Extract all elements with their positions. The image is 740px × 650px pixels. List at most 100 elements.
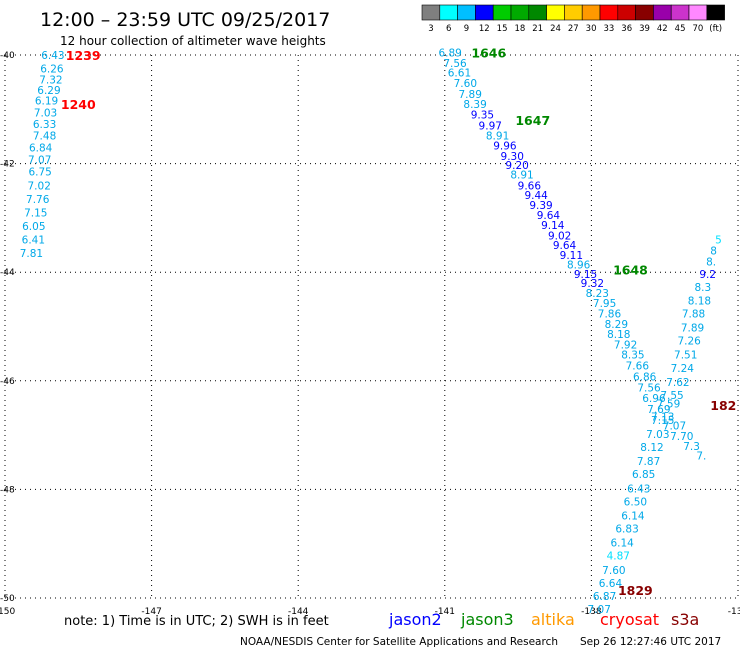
x-tick-label: -135	[728, 607, 740, 617]
wave-height-value: 6.75	[28, 167, 51, 179]
wave-height-value: 9.66	[518, 180, 542, 192]
wave-height-value: 9.96	[493, 141, 517, 153]
colorbar-swatch	[599, 4, 619, 21]
wave-height-value: 8.18	[688, 295, 711, 307]
wave-height-value: 7.56	[443, 58, 467, 70]
wave-height-value: 7.66	[626, 361, 650, 373]
wave-height-value: 9.39	[529, 200, 552, 212]
pass-time-label: 1239	[66, 48, 101, 63]
x-tick-label: -138	[581, 607, 602, 617]
wave-height-value: 6.33	[33, 119, 56, 131]
wave-height-value: 7.70	[670, 431, 693, 443]
wave-height-value: 6.19	[35, 96, 58, 108]
wave-height-value: 6.89	[438, 47, 461, 59]
wave-height-value: 6.50	[624, 496, 647, 508]
legend-cryosat: cryosat	[600, 610, 659, 629]
pass-time-label: 1647	[515, 113, 550, 128]
wave-height-value: 7.55	[660, 390, 683, 402]
chart-title: 12:00 – 23:59 UTC 09/25/2017	[40, 9, 330, 31]
x-tick-label: -147	[141, 607, 161, 617]
wave-height-value: 6.14	[621, 510, 645, 522]
wave-height-value: 7.07	[28, 154, 51, 166]
colorbar-swatch	[688, 4, 708, 21]
colorbar-tick-label: 42	[657, 24, 668, 34]
colorbar-swatch	[421, 4, 441, 21]
colorbar: 3 6 9 12 15 18 21 24 27 30 33 36 39 42 45 70 (ft)	[421, 4, 725, 34]
time-labels: 1239 1240 1646 1647 1648 182 1829	[61, 45, 736, 598]
wave-height-value: 7.15	[24, 207, 47, 219]
wave-height-value: 7.92	[614, 339, 637, 351]
wave-height-value: 7.87	[637, 456, 660, 468]
colorbar-swatch	[492, 4, 512, 21]
wave-height-value: 9.44	[524, 190, 548, 202]
wave-height-value: 9.11	[560, 250, 583, 262]
wave-height-value: 7.13	[651, 412, 674, 424]
wave-height-value: 9.32	[581, 278, 604, 290]
pass-time-label: 182	[710, 398, 736, 413]
wave-height-value: 7.	[696, 451, 706, 463]
x-tick-label: -141	[435, 607, 455, 617]
legend-altika: altika	[531, 610, 575, 629]
colorbar-tick-label: 3	[428, 24, 433, 34]
wave-height-value: 5	[715, 235, 722, 247]
wave-height-value: 7.60	[602, 565, 625, 577]
colorbar-tick-label: 18	[514, 24, 525, 34]
colorbar-swatch	[457, 4, 476, 21]
colorbar-swatch	[528, 4, 547, 21]
pass-time-label: 1648	[613, 262, 648, 277]
wave-height-value: 7.48	[33, 130, 56, 142]
wave-height-value: 8.3	[694, 282, 711, 294]
wave-height-value: 7.07	[663, 420, 686, 432]
colorbar-swatch	[510, 4, 530, 21]
wave-height-value: 7.62	[666, 377, 689, 389]
wave-height-value: 8.96	[567, 260, 591, 272]
wave-height-points: 6.436.267.326.296.197.036.337.486.847.07…	[20, 47, 722, 616]
footer-note: note: 1) Time is in UTC; 2) SWH is in fe…	[64, 614, 329, 629]
colorbar-tick-label: 45	[675, 24, 686, 34]
wave-height-value: 8.23	[586, 288, 609, 300]
colorbar-swatch	[475, 4, 494, 21]
colorbar-tick-label: 33	[603, 24, 614, 34]
wave-height-value: 9.14	[541, 220, 565, 232]
wave-height-value: 7.3	[683, 441, 700, 453]
legend-jason3: jason3	[460, 610, 514, 629]
colorbar-tick-label: (ft)	[709, 24, 722, 34]
colorbar-tick-label: 30	[586, 24, 597, 34]
wave-height-value: 9.2	[699, 269, 716, 281]
wave-height-value: 6.29	[37, 85, 60, 97]
wave-height-value: 9.64	[553, 240, 577, 252]
wave-height-value: 6.83	[615, 523, 638, 535]
wave-height-value: 7.69	[647, 404, 670, 416]
wave-height-value: 7.76	[26, 194, 50, 206]
wave-height-value: 8.29	[605, 319, 628, 331]
wave-height-value: 4.87	[607, 551, 630, 563]
colorbar-tick-label: 70	[692, 24, 703, 34]
wave-height-value: 8.35	[621, 350, 644, 362]
y-tick-label: -50	[0, 594, 15, 604]
wave-height-value: 9.97	[479, 121, 502, 133]
wave-height-value: 8.18	[607, 329, 630, 341]
colorbar-tick-label: 12	[479, 24, 490, 34]
wave-height-value: 9.30	[501, 151, 524, 163]
wave-height-value: 8.91	[486, 130, 509, 142]
wave-height-value: 6.64	[599, 578, 623, 590]
wave-height-value: 6.43	[41, 50, 64, 62]
wave-height-value: 6.05	[22, 221, 45, 233]
colorbar-tick-label: 39	[639, 24, 650, 34]
footer-credit: NOAA/NESDIS Center for Satellite Applica…	[240, 636, 558, 648]
colorbar-tick-label: 9	[464, 24, 469, 34]
wave-height-value: 7.15	[651, 415, 674, 427]
y-tick-label: -44	[0, 268, 15, 278]
wave-height-value: 6.87	[593, 591, 616, 603]
wave-height-value: 7.24	[671, 363, 695, 375]
wave-height-value: 9.64	[537, 210, 561, 222]
wave-height-value: 7.02	[28, 180, 51, 192]
colorbar-swatch	[617, 4, 636, 21]
y-tick-label: -42	[0, 160, 15, 170]
pass-time-label: 1646	[471, 45, 506, 60]
colorbar-tick-label: 36	[621, 24, 632, 34]
wave-height-value: 6.43	[627, 483, 650, 495]
wave-height-value: 7.26	[677, 336, 701, 348]
colorbar-tick-label: 24	[550, 24, 561, 34]
